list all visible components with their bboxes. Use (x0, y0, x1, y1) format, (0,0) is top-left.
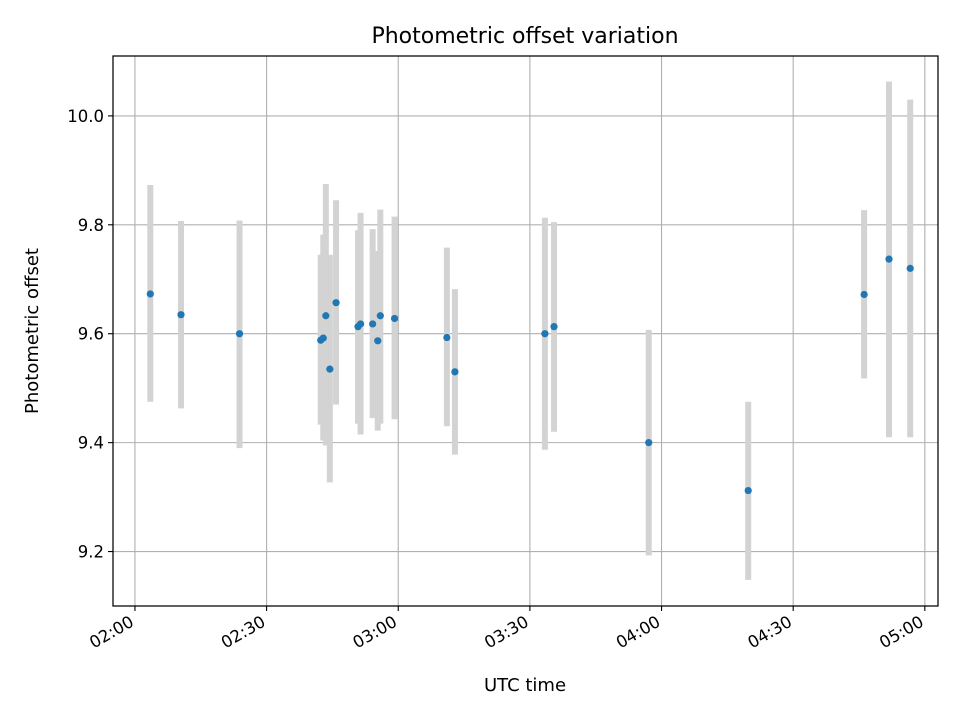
data-point (177, 311, 185, 319)
data-point (356, 320, 365, 328)
data-point (146, 290, 154, 298)
chart-title: Photometric offset variation (371, 24, 678, 49)
data-point (390, 314, 399, 323)
y-tick-label: 9.6 (78, 325, 104, 344)
data-point (369, 320, 377, 328)
data-point (376, 312, 384, 320)
data-point (326, 365, 334, 373)
data-point (744, 486, 752, 495)
data-points (146, 255, 914, 495)
data-point (860, 290, 868, 299)
data-point (374, 337, 382, 345)
grid-lines (113, 56, 938, 606)
data-point (443, 333, 451, 342)
data-point (451, 368, 459, 376)
data-point (645, 439, 653, 447)
plot-frame (112, 55, 939, 607)
data-point (550, 323, 558, 331)
y-tick-label: 9.4 (78, 434, 104, 453)
y-tick-label: 10.0 (67, 107, 104, 126)
data-point (885, 255, 893, 263)
y-tick-label: 9.2 (78, 543, 104, 562)
data-point (541, 330, 549, 338)
data-point (906, 264, 914, 272)
y-tick-label: 9.8 (78, 216, 104, 235)
y-axis-label: Photometric offset (22, 248, 43, 414)
data-point (332, 299, 340, 307)
x-axis-label: UTC time (484, 675, 566, 696)
data-point (235, 330, 244, 338)
data-point (319, 334, 327, 342)
data-point (322, 312, 330, 320)
